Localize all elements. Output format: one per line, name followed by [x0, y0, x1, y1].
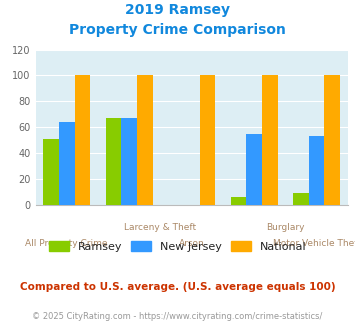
- Text: 2019 Ramsey: 2019 Ramsey: [125, 3, 230, 17]
- Bar: [324, 75, 340, 205]
- Bar: [231, 197, 246, 205]
- Bar: [106, 118, 121, 205]
- Text: Burglary: Burglary: [266, 223, 305, 232]
- Text: © 2025 CityRating.com - https://www.cityrating.com/crime-statistics/: © 2025 CityRating.com - https://www.city…: [32, 312, 323, 321]
- Text: Motor Vehicle Theft: Motor Vehicle Theft: [273, 239, 355, 248]
- Bar: [262, 75, 278, 205]
- Bar: [293, 193, 309, 205]
- Bar: [43, 139, 59, 205]
- Text: Compared to U.S. average. (U.S. average equals 100): Compared to U.S. average. (U.S. average …: [20, 282, 335, 292]
- Text: Arson: Arson: [179, 239, 204, 248]
- Text: Larceny & Theft: Larceny & Theft: [124, 223, 197, 232]
- Legend: Ramsey, New Jersey, National: Ramsey, New Jersey, National: [44, 237, 311, 256]
- Bar: [137, 75, 153, 205]
- Bar: [309, 136, 324, 205]
- Bar: [246, 134, 262, 205]
- Text: Property Crime Comparison: Property Crime Comparison: [69, 23, 286, 37]
- Bar: [200, 75, 215, 205]
- Bar: [59, 122, 75, 205]
- Bar: [121, 118, 137, 205]
- Bar: [75, 75, 90, 205]
- Text: All Property Crime: All Property Crime: [26, 239, 108, 248]
